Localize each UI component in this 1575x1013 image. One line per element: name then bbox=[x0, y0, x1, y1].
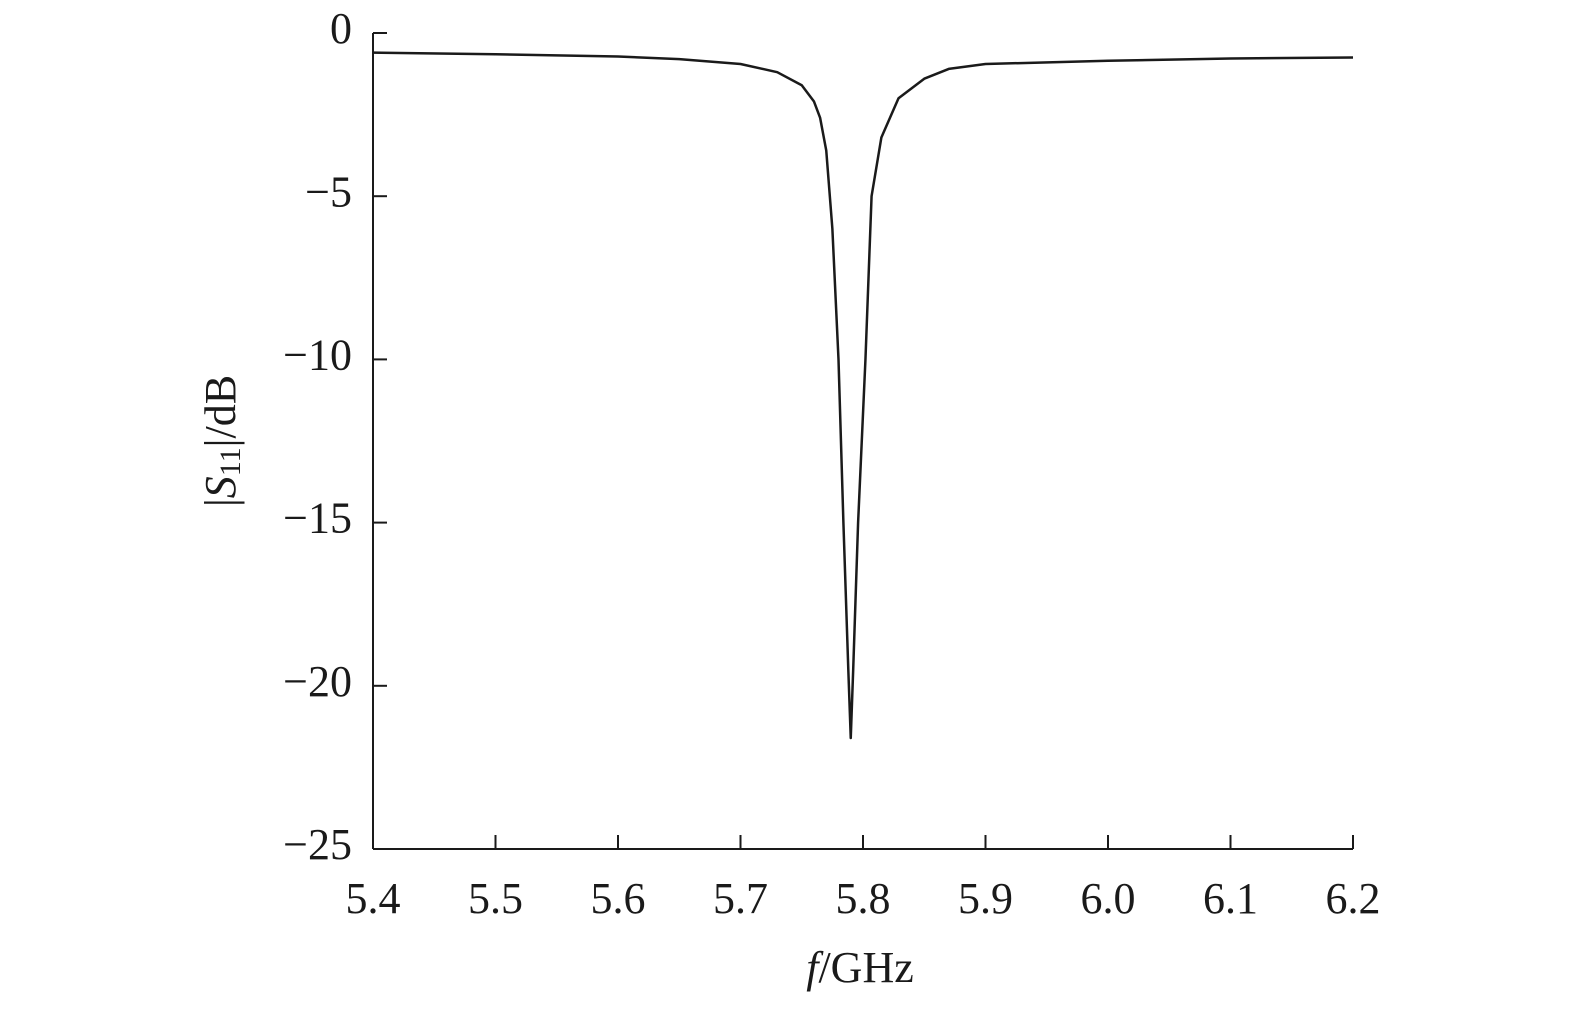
y-tick-label: −20 bbox=[283, 657, 352, 706]
y-label-part: 11 bbox=[214, 447, 247, 476]
y-axis-label: |S11|/dB bbox=[196, 375, 247, 507]
y-label-part: | bbox=[196, 498, 245, 507]
x-tick-label: 5.9 bbox=[958, 874, 1013, 923]
y-tick-label: −25 bbox=[283, 820, 352, 869]
x-tick-label: 5.5 bbox=[468, 874, 523, 923]
y-tick-label: −5 bbox=[305, 167, 352, 216]
x-tick-label: 6.0 bbox=[1081, 874, 1136, 923]
x-tick-label: 5.4 bbox=[346, 874, 401, 923]
x-label-part: /GHz bbox=[818, 943, 913, 992]
y-label-part: |/dB bbox=[196, 375, 245, 447]
x-tick-label: 6.2 bbox=[1326, 874, 1381, 923]
y-label-part: S bbox=[196, 476, 245, 498]
y-tick-label: 0 bbox=[330, 4, 352, 53]
x-tick-label: 5.7 bbox=[713, 874, 768, 923]
y-tick-label: −15 bbox=[283, 494, 352, 543]
x-tick-label: 5.6 bbox=[591, 874, 646, 923]
x-tick-label: 6.1 bbox=[1203, 874, 1258, 923]
data-line bbox=[372, 51, 1354, 740]
x-axis-label: f/GHz bbox=[806, 943, 914, 992]
x-tick-label: 5.8 bbox=[836, 874, 891, 923]
y-tick-label: −10 bbox=[283, 330, 352, 379]
